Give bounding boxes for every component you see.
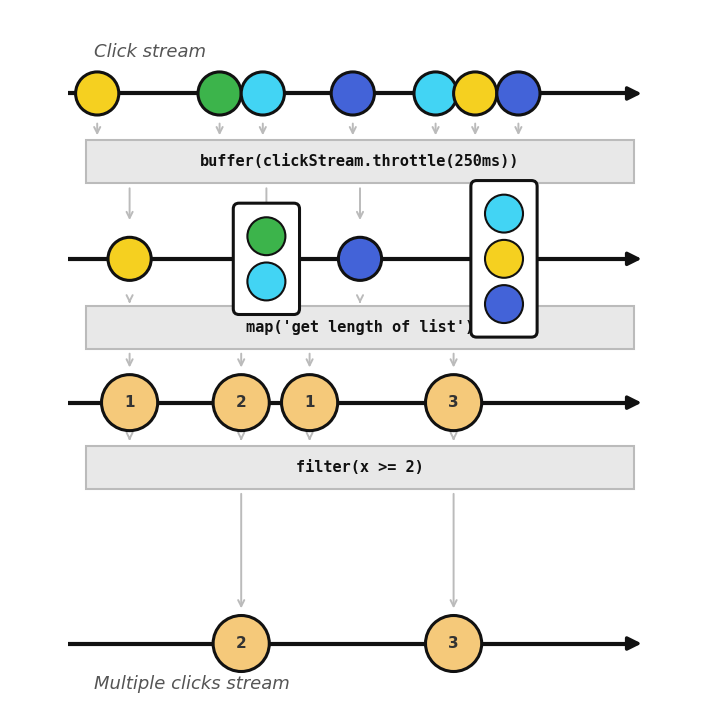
Ellipse shape [485, 195, 523, 232]
Text: buffer(clickStream.throttle(250ms)): buffer(clickStream.throttle(250ms)) [200, 155, 520, 169]
Ellipse shape [282, 375, 338, 431]
Ellipse shape [331, 72, 374, 115]
Text: 3: 3 [449, 636, 459, 651]
FancyBboxPatch shape [86, 446, 634, 489]
Ellipse shape [248, 262, 285, 301]
Ellipse shape [485, 285, 523, 323]
Text: 2: 2 [236, 636, 246, 651]
Ellipse shape [213, 375, 269, 431]
Ellipse shape [102, 375, 158, 431]
Text: Click stream: Click stream [94, 43, 206, 62]
Ellipse shape [426, 615, 482, 672]
Ellipse shape [338, 237, 382, 280]
Ellipse shape [414, 72, 457, 115]
FancyBboxPatch shape [86, 140, 634, 183]
Text: 1: 1 [125, 395, 135, 410]
FancyBboxPatch shape [233, 203, 300, 314]
Ellipse shape [213, 615, 269, 672]
Text: 3: 3 [449, 395, 459, 410]
FancyBboxPatch shape [86, 306, 634, 349]
Text: 2: 2 [236, 395, 246, 410]
Text: filter(x >= 2): filter(x >= 2) [296, 460, 424, 475]
Ellipse shape [426, 375, 482, 431]
Ellipse shape [76, 72, 119, 115]
Text: 1: 1 [305, 395, 315, 410]
Ellipse shape [108, 237, 151, 280]
Ellipse shape [248, 217, 285, 255]
Text: Multiple clicks stream: Multiple clicks stream [94, 675, 289, 694]
Ellipse shape [485, 240, 523, 278]
Ellipse shape [454, 72, 497, 115]
Text: map('get length of list'): map('get length of list') [246, 319, 474, 335]
Ellipse shape [198, 72, 241, 115]
FancyBboxPatch shape [471, 180, 537, 337]
Ellipse shape [241, 72, 284, 115]
Ellipse shape [497, 72, 540, 115]
